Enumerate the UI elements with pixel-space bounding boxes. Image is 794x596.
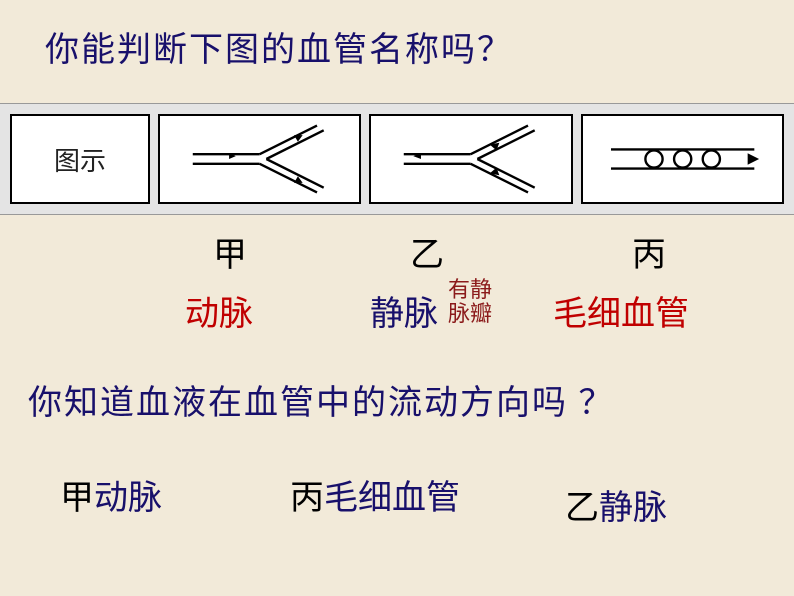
artery-icon — [160, 116, 359, 202]
diagram-cell-label: 图示 — [10, 114, 150, 204]
flow-jia-prefix: 甲 — [60, 480, 94, 517]
diagram-strip: 图示 — [0, 103, 794, 215]
answer-bing: 毛细血管 — [553, 286, 689, 335]
note-line2: 脉瓣 — [448, 302, 492, 326]
answer-yi: 静脉 — [370, 286, 438, 335]
question-2: 你知道血液在血管中的流动方向吗 ？ — [28, 375, 615, 424]
label-bing: 丙 — [632, 227, 666, 276]
flow-yi-prefix: 乙 — [565, 490, 599, 527]
label-jia: 甲 — [213, 227, 247, 276]
answer-jia: 动脉 — [185, 286, 253, 335]
page-title: 你能判断下图的血管名称吗？ — [45, 22, 513, 71]
capillary-icon — [583, 116, 782, 202]
answer-yi-note: 有静 脉瓣 — [448, 278, 492, 326]
vein-icon — [371, 116, 570, 202]
diagram-cell-bing — [581, 114, 784, 204]
flow-bing-value: 毛细血管 — [324, 480, 460, 517]
flow-bing-prefix: 丙 — [290, 480, 324, 517]
note-line1: 有静 — [448, 278, 492, 302]
diagram-cell-yi — [369, 114, 572, 204]
diagram-cell-jia — [158, 114, 361, 204]
cell-label-text: 图示 — [54, 141, 106, 178]
flow-yi-value: 静脉 — [599, 490, 667, 527]
label-yi: 乙 — [410, 227, 444, 276]
flow-jia-value: 动脉 — [94, 480, 162, 517]
